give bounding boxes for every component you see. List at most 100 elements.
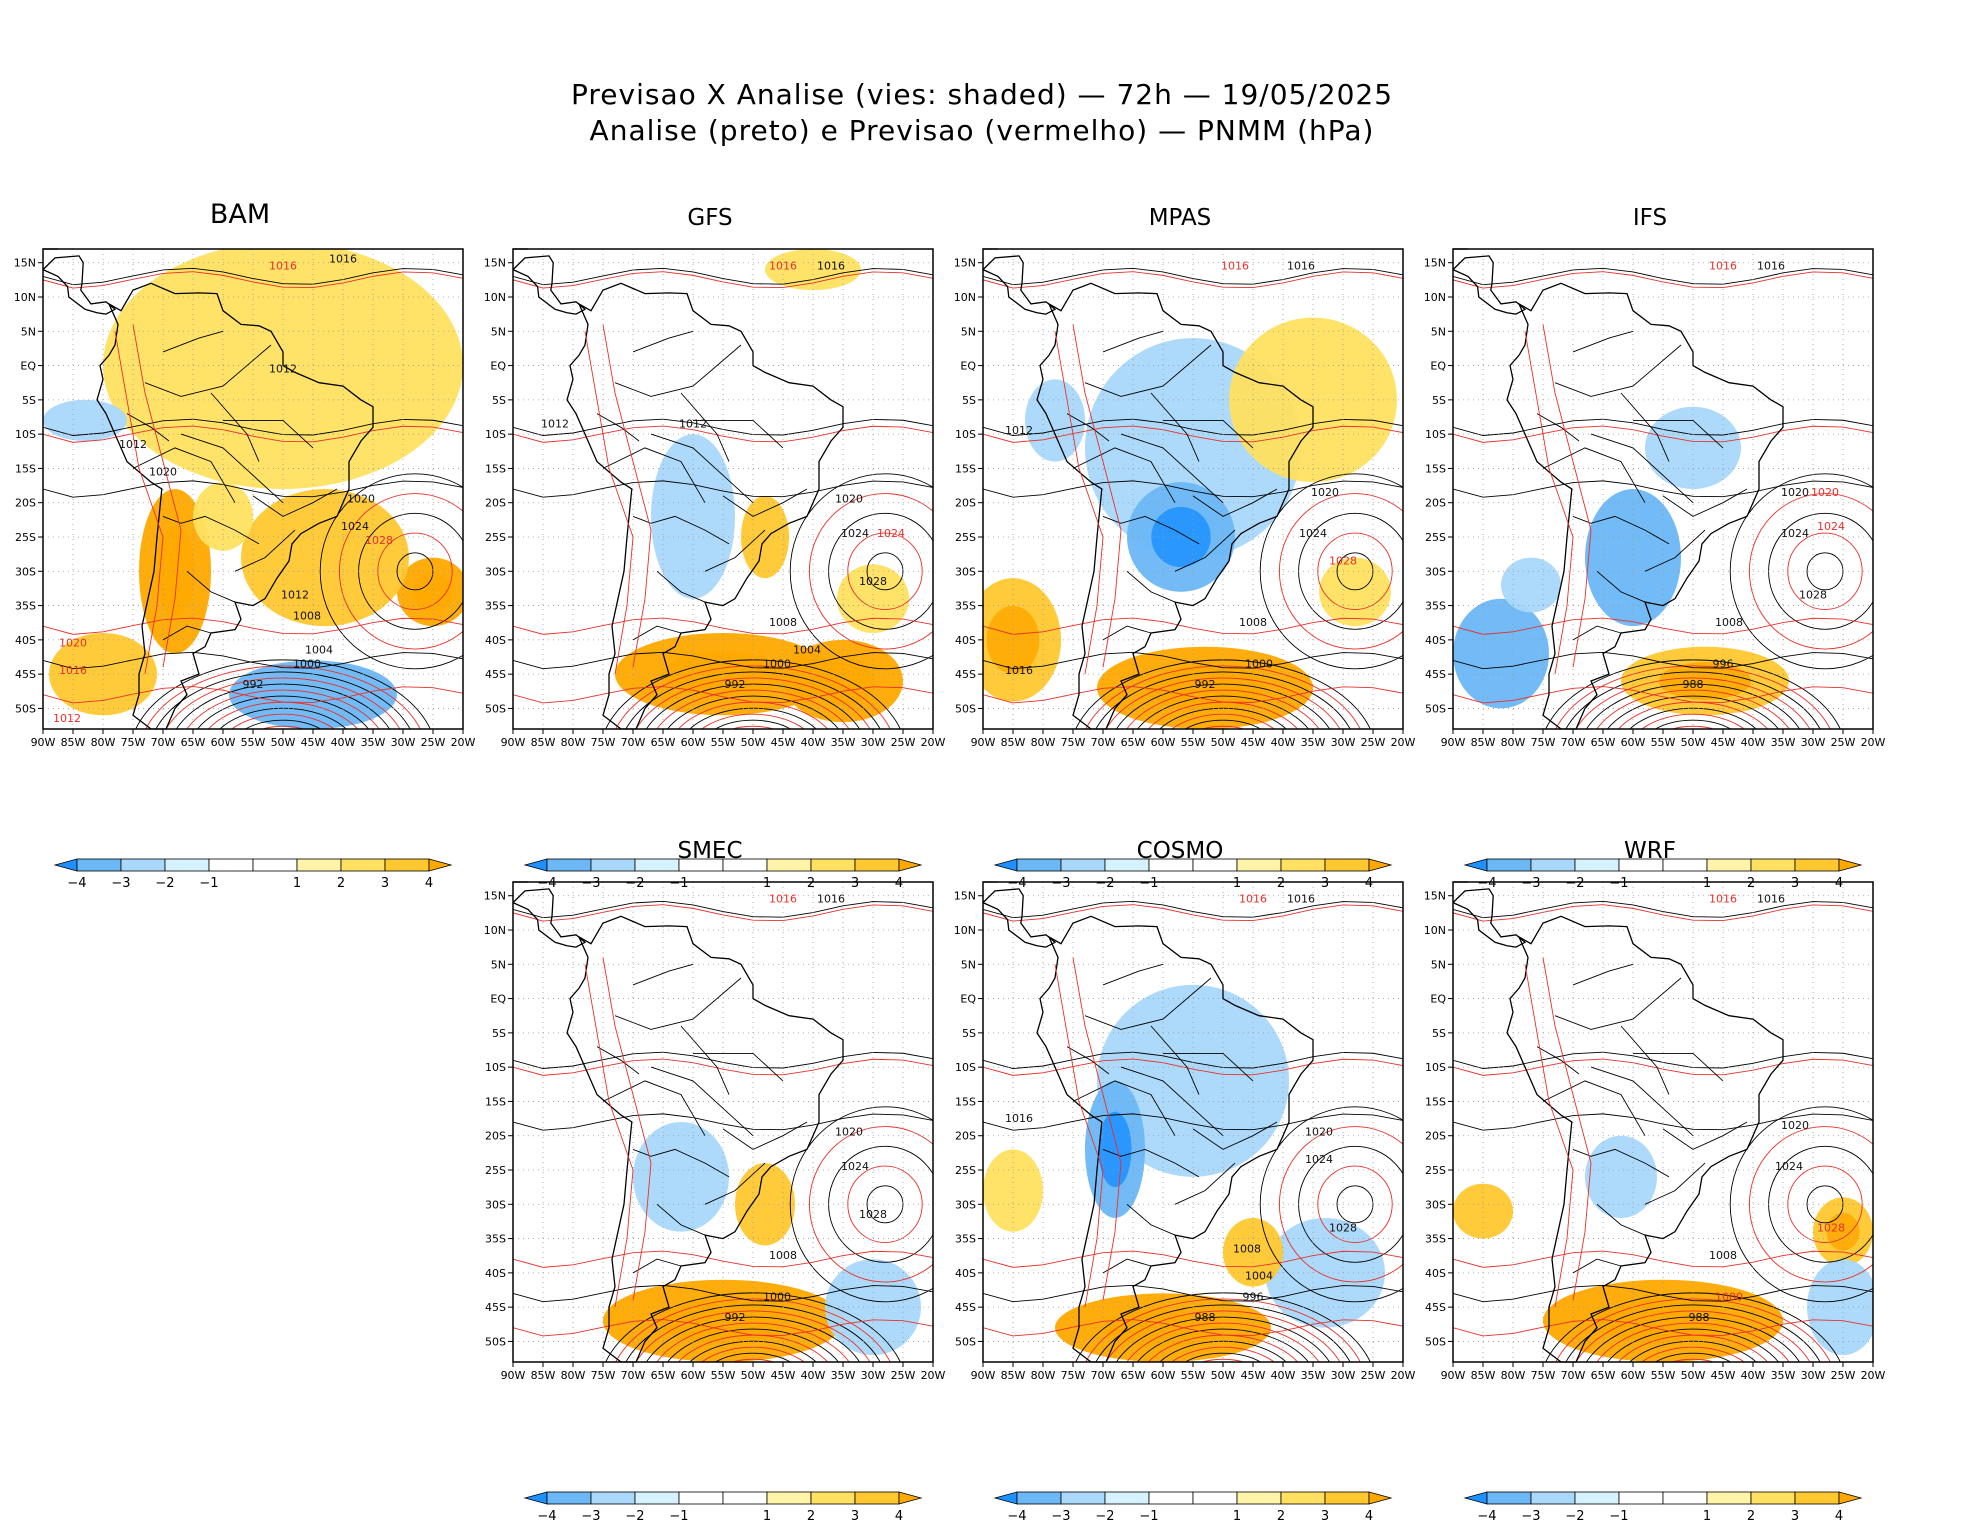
isobar-low — [1201, 725, 1245, 729]
country-border — [650, 433, 754, 504]
panel-title: IFS — [1632, 205, 1668, 231]
isobar-low — [186, 689, 380, 729]
colorbar-segment — [810, 1491, 856, 1505]
borders — [1066, 963, 1278, 1274]
contour-label: 1028 — [1799, 589, 1827, 602]
x-tick-label: 70W — [1561, 736, 1586, 749]
panel-title: SMEC — [677, 838, 743, 864]
colorbar-arrow-right — [898, 858, 923, 872]
x-tick-label: 30W — [391, 736, 416, 749]
y-tick-label: EQ — [960, 993, 976, 1006]
y-tick-label: 50S — [1425, 702, 1446, 715]
x-tick-label: 85W — [1001, 1369, 1026, 1382]
colorbar-label: −3 — [1051, 876, 1070, 891]
colorbar-label: −4 — [537, 1509, 556, 1524]
x-tick-label: 90W — [971, 1369, 996, 1382]
colorbar-label: −2 — [1565, 1509, 1584, 1524]
y-tick-label: EQ — [960, 360, 976, 373]
x-tick-label: 40W — [801, 736, 826, 749]
bias-area — [103, 249, 463, 489]
isobar-line — [43, 651, 463, 670]
colorbar-label: 3 — [1791, 876, 1799, 891]
isobar-line — [1072, 957, 1122, 1301]
contour-label: 1016 — [329, 253, 357, 266]
colorbar-label: 2 — [337, 876, 345, 891]
colorbar-arrow-right — [1368, 1491, 1393, 1505]
colorbar-segment — [766, 1491, 812, 1505]
y-tick-label: 10S — [955, 428, 976, 441]
isobar-line — [584, 331, 634, 675]
bias-area — [633, 1122, 729, 1232]
bias-area — [1585, 489, 1681, 627]
x-tick-label: 30W — [1331, 1369, 1356, 1382]
isobar-low — [1085, 1298, 1361, 1362]
isobar-line — [513, 418, 933, 436]
x-tick-label: 80W — [1501, 736, 1526, 749]
y-tick-label: 40S — [1425, 1267, 1446, 1280]
y-tick-label: 20S — [1425, 497, 1446, 510]
isobar-line — [983, 651, 1403, 670]
colorbar-label: 4 — [895, 1509, 903, 1524]
panel-gfs: GFS 1016 1016 1020 1024 1024 1028 1008 1004 1000… — [475, 205, 946, 891]
y-tick-label: 20S — [485, 497, 506, 510]
x-tick-label: 75W — [1531, 736, 1556, 749]
isobar-line — [983, 1113, 1403, 1131]
panel-cosmo: COSMO 1016 1016 1020 1024 1028 1008 1004 996 988… — [945, 838, 1416, 1524]
andes-contours — [1524, 957, 1592, 1308]
colorbar-label: 1 — [763, 876, 771, 891]
x-tick-label: 20W — [1391, 1369, 1416, 1382]
y-tick-label: 15N — [1424, 890, 1446, 903]
isobar-low — [196, 695, 370, 729]
isobar-high — [1317, 532, 1393, 610]
x-tick-label: 75W — [591, 736, 616, 749]
isobar-low — [1095, 671, 1351, 729]
y-tick-label: 40S — [485, 1267, 506, 1280]
country-border — [602, 447, 706, 503]
y-tick-label: 50S — [955, 1335, 976, 1348]
borders — [596, 963, 808, 1274]
contour-label: 1016 — [1005, 664, 1033, 677]
isobar-line — [1524, 964, 1574, 1308]
colorbar-segment — [120, 858, 166, 872]
y-tick-label: 10N — [484, 924, 506, 937]
contour-label: 1016 — [1287, 893, 1315, 906]
contour-label: 1012 — [679, 417, 707, 430]
isobar-line — [1453, 1250, 1873, 1268]
bias-area-core — [413, 573, 453, 611]
y-tick-label: 10N — [14, 291, 36, 304]
x-tick-label: 45W — [1241, 736, 1266, 749]
isobar-low — [1606, 1328, 1780, 1362]
contour-label: 1024 — [1305, 1153, 1333, 1166]
y-tick-label: 15S — [485, 1095, 506, 1108]
isobar-low — [1596, 689, 1790, 729]
country-border — [1102, 1258, 1152, 1274]
isobar-line — [1072, 324, 1122, 668]
contour-label: 1020 — [149, 465, 177, 478]
isobar-low — [656, 689, 850, 729]
contour-label: 1016 — [1287, 260, 1315, 273]
isobar-low — [1671, 725, 1715, 729]
colorbar-segment — [634, 1491, 680, 1505]
contour-label: 1028 — [1329, 1222, 1357, 1235]
y-tick-label: 5N — [1431, 958, 1446, 971]
colorbar-arrow-right — [1838, 1491, 1863, 1505]
central-america-coast — [512, 888, 587, 948]
country-border — [1066, 1046, 1110, 1075]
colorbar-segment — [1618, 1491, 1664, 1505]
contour-label: 1016 — [269, 260, 297, 273]
x-tick-label: 20W — [921, 736, 946, 749]
x-tick-label: 40W — [331, 736, 356, 749]
x-tick-label: 55W — [1181, 1369, 1206, 1382]
country-border — [1163, 419, 1254, 449]
country-border — [632, 330, 694, 353]
map-mpas: 1016101610201024102810081000992101210169… — [954, 248, 1416, 749]
x-tick-label: 50W — [741, 736, 766, 749]
isobar-low — [731, 725, 775, 729]
y-tick-label: 10S — [485, 428, 506, 441]
y-tick-label: 50S — [15, 702, 36, 715]
central-america-coast — [982, 255, 1057, 315]
country-border — [1542, 447, 1646, 503]
country-border — [162, 625, 212, 641]
